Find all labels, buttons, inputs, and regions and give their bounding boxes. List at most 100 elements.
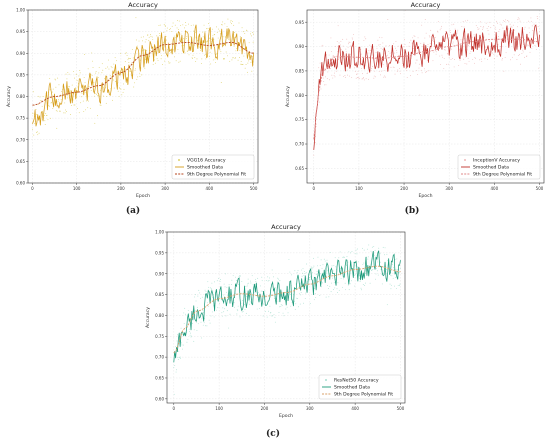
raw-accuracy-point bbox=[298, 306, 299, 308]
raw-accuracy-point bbox=[50, 117, 52, 119]
raw-accuracy-point bbox=[142, 36, 144, 38]
raw-accuracy-point bbox=[237, 310, 239, 312]
raw-accuracy-point bbox=[123, 88, 125, 90]
raw-accuracy-point bbox=[357, 77, 359, 78]
raw-accuracy-point bbox=[376, 270, 378, 272]
raw-accuracy-point bbox=[33, 134, 35, 136]
raw-accuracy-point bbox=[488, 26, 489, 27]
raw-accuracy-point bbox=[227, 18, 229, 20]
raw-accuracy-point bbox=[99, 104, 101, 106]
raw-accuracy-point bbox=[494, 31, 496, 33]
raw-accuracy-point bbox=[119, 88, 121, 90]
raw-accuracy-point bbox=[77, 108, 78, 110]
raw-accuracy-point bbox=[300, 294, 302, 296]
raw-accuracy-point bbox=[252, 32, 254, 33]
raw-accuracy-point bbox=[389, 52, 391, 54]
raw-accuracy-point bbox=[208, 319, 210, 321]
raw-accuracy-point bbox=[201, 318, 203, 320]
raw-accuracy-point bbox=[388, 51, 390, 52]
raw-accuracy-point bbox=[322, 77, 324, 79]
raw-accuracy-point bbox=[437, 21, 439, 23]
raw-accuracy-point bbox=[344, 282, 346, 284]
raw-accuracy-point bbox=[209, 322, 211, 324]
raw-accuracy-point bbox=[141, 74, 143, 76]
raw-accuracy-point bbox=[432, 40, 434, 42]
raw-accuracy-point bbox=[345, 289, 347, 291]
y-tick-label: 0.70 bbox=[295, 142, 304, 147]
raw-accuracy-point bbox=[386, 55, 387, 57]
raw-accuracy-point bbox=[458, 65, 460, 66]
raw-accuracy-point bbox=[385, 76, 386, 78]
chart-title: Accuracy bbox=[271, 223, 301, 231]
raw-accuracy-point bbox=[384, 254, 386, 256]
raw-accuracy-point bbox=[58, 84, 60, 86]
raw-accuracy-point bbox=[441, 54, 443, 56]
raw-accuracy-point bbox=[215, 62, 216, 63]
raw-accuracy-point bbox=[37, 95, 39, 97]
raw-accuracy-point bbox=[162, 41, 164, 43]
raw-accuracy-point bbox=[408, 45, 410, 47]
raw-accuracy-point bbox=[233, 302, 235, 304]
raw-accuracy-point bbox=[342, 256, 344, 258]
raw-accuracy-point bbox=[221, 312, 223, 314]
raw-accuracy-point bbox=[417, 74, 419, 75]
raw-accuracy-point bbox=[514, 29, 516, 31]
raw-accuracy-point bbox=[391, 264, 393, 266]
raw-accuracy-point bbox=[530, 20, 532, 22]
raw-accuracy-point bbox=[219, 302, 221, 304]
raw-accuracy-point bbox=[396, 269, 398, 271]
raw-accuracy-point bbox=[363, 79, 365, 81]
raw-accuracy-point bbox=[534, 37, 536, 39]
raw-accuracy-point bbox=[96, 76, 98, 77]
raw-accuracy-point bbox=[135, 68, 136, 70]
raw-accuracy-point bbox=[351, 251, 353, 253]
raw-accuracy-point bbox=[522, 51, 524, 53]
inceptionv-accuracy-chart: Accuracy 0.65 0.70 0.75 0.80 0.85 0.90 0.95 0 100… bbox=[285, 1, 545, 199]
raw-accuracy-point bbox=[385, 45, 387, 47]
raw-accuracy-point bbox=[369, 52, 371, 54]
raw-accuracy-point bbox=[517, 19, 519, 21]
raw-accuracy-point bbox=[457, 29, 459, 31]
raw-accuracy-point bbox=[223, 58, 224, 59]
raw-accuracy-point bbox=[183, 322, 185, 324]
raw-accuracy-point bbox=[339, 251, 341, 253]
raw-accuracy-point bbox=[214, 58, 216, 60]
raw-accuracy-point bbox=[211, 311, 213, 313]
raw-accuracy-point bbox=[368, 50, 370, 51]
raw-accuracy-point bbox=[456, 31, 458, 33]
raw-accuracy-point bbox=[511, 29, 512, 31]
raw-accuracy-point bbox=[81, 88, 83, 90]
raw-accuracy-point bbox=[74, 104, 76, 106]
raw-accuracy-point bbox=[343, 75, 345, 77]
raw-accuracy-point bbox=[234, 57, 236, 59]
raw-accuracy-point bbox=[191, 335, 192, 337]
raw-accuracy-point bbox=[303, 302, 304, 304]
raw-accuracy-point bbox=[126, 55, 128, 57]
raw-accuracy-point bbox=[452, 43, 454, 45]
raw-accuracy-point bbox=[171, 25, 173, 27]
raw-accuracy-point bbox=[251, 275, 253, 277]
raw-accuracy-point bbox=[286, 306, 288, 308]
raw-accuracy-point bbox=[125, 53, 127, 55]
raw-accuracy-point bbox=[204, 289, 206, 291]
raw-accuracy-point bbox=[533, 8, 534, 9]
raw-accuracy-point bbox=[81, 96, 82, 98]
raw-accuracy-point bbox=[208, 56, 210, 58]
raw-accuracy-point bbox=[309, 279, 311, 281]
raw-accuracy-point bbox=[468, 60, 470, 62]
raw-accuracy-point bbox=[175, 346, 177, 348]
raw-accuracy-point bbox=[484, 58, 486, 60]
raw-accuracy-point bbox=[361, 68, 363, 69]
raw-accuracy-point bbox=[77, 86, 79, 88]
raw-accuracy-point bbox=[329, 252, 331, 253]
raw-accuracy-point bbox=[227, 294, 229, 296]
raw-accuracy-point bbox=[274, 316, 276, 318]
raw-accuracy-point bbox=[479, 21, 481, 23]
x-tick-label: 100 bbox=[215, 406, 223, 411]
raw-accuracy-point bbox=[379, 253, 381, 255]
raw-accuracy-point bbox=[246, 30, 248, 32]
raw-accuracy-point bbox=[183, 312, 185, 314]
raw-accuracy-point bbox=[502, 20, 504, 22]
raw-accuracy-point bbox=[112, 99, 113, 101]
raw-accuracy-point bbox=[239, 36, 241, 38]
